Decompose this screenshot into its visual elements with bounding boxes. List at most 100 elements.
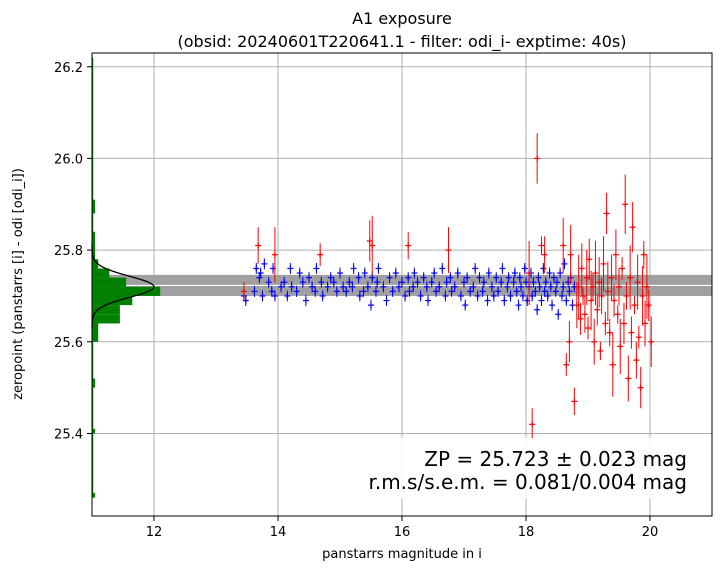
data-point-red [637,367,644,409]
data-point-red [606,318,613,347]
data-point-red [634,254,641,310]
data-point-blue [253,262,260,274]
chart-title: A1 exposure [352,9,452,28]
data-point-blue [530,276,537,288]
chart-subtitle: (obsid: 20240601T220641.1 - filter: odi_… [178,32,627,52]
data-point-blue [488,281,495,293]
data-point-blue [532,285,539,297]
data-point-blue [470,281,477,293]
y-ticks: 25.4 25.6 25.8 26.0 26.2 [54,61,92,442]
data-point-blue [535,272,542,284]
data-point-blue [364,281,371,293]
data-point-blue [451,281,458,293]
data-point-blue [406,285,413,297]
data-point-red [240,282,247,301]
data-point-red [645,289,652,322]
data-point-red [598,277,605,315]
x-tick-label: 16 [394,525,411,540]
data-point-blue [507,290,514,302]
data-point-red [603,192,610,235]
data-point-blue [557,267,564,279]
data-point-blue [431,267,438,279]
data-point-blue [499,262,506,274]
data-point-blue [518,281,525,293]
data-point-red [538,236,545,255]
gaussian-fit-curve [91,244,155,329]
data-point-blue [504,281,511,293]
data-point-blue [296,267,303,279]
annotation-background [352,438,697,498]
data-point-blue [423,281,430,293]
data-point-blue [513,285,520,297]
data-point-red [619,256,626,280]
x-ticks: 12 14 16 18 20 [146,516,658,540]
data-point-blue [472,262,479,274]
data-point-red [578,243,585,294]
data-point-blue [337,267,343,279]
data-point-blue [302,295,309,307]
data-point-red [639,266,646,326]
data-point-red [586,238,593,280]
data-point-blue [541,285,548,297]
data-point-red [577,302,584,335]
data-point-red [597,341,604,361]
data-point-red [317,243,324,267]
data-point-blue [464,272,471,284]
data-point-blue [271,290,278,302]
y-tick-label: 25.8 [54,244,83,259]
data-point-blue [558,290,565,302]
data-point-red [271,227,278,283]
data-point-blue [547,281,554,293]
histogram-bar [92,277,127,287]
data-point-blue [549,299,556,311]
data-point-blue [519,290,526,302]
data-point-red [602,312,609,335]
histogram-bar [92,245,96,260]
data-point-blue [372,285,379,297]
data-point-blue [405,272,412,284]
data-point-blue [355,272,362,284]
data-point-red [563,353,570,377]
data-point-red [623,282,630,310]
x-tick-label: 14 [270,525,287,540]
data-point-red [571,387,578,416]
data-point-blue [534,304,541,316]
data-point-red [628,316,635,349]
data-point-blue [312,285,319,297]
data-point-red [534,133,541,184]
data-point-blue [485,267,492,279]
data-point-blue [498,276,505,288]
data-point-red [526,240,533,306]
data-point-blue [462,299,469,311]
data-point-blue [439,262,446,274]
data-point-blue [257,267,264,279]
data-point-blue [467,285,474,297]
data-point-blue [493,272,500,284]
data-point-blue [425,295,432,307]
data-point-blue [544,290,551,302]
data-point-blue [278,281,285,293]
data-point-blue [375,262,382,274]
data-point-blue [542,276,549,288]
data-point-red [611,284,618,317]
data-point-blue [327,272,334,284]
histogram-bar [92,286,161,296]
y-tick-label: 25.4 [54,427,83,442]
data-point-blue [306,272,312,284]
data-point-blue [346,276,353,288]
y-tick-label: 25.6 [54,336,83,351]
data-point-blue [374,276,381,288]
data-point-blue [540,262,547,274]
data-point-blue [546,267,553,279]
histogram-bar [92,323,99,342]
data-point-blue [309,281,316,293]
x-axis-label: panstarrs magnitude in i [322,547,482,562]
data-point-red [591,318,598,365]
data-point-red [631,295,638,315]
data-point-blue [510,276,517,288]
y-tick-label: 26.2 [54,61,83,76]
data-point-red [560,218,567,274]
data-point-blue [251,285,258,297]
data-point-blue [356,290,363,302]
data-point-red [622,174,629,235]
